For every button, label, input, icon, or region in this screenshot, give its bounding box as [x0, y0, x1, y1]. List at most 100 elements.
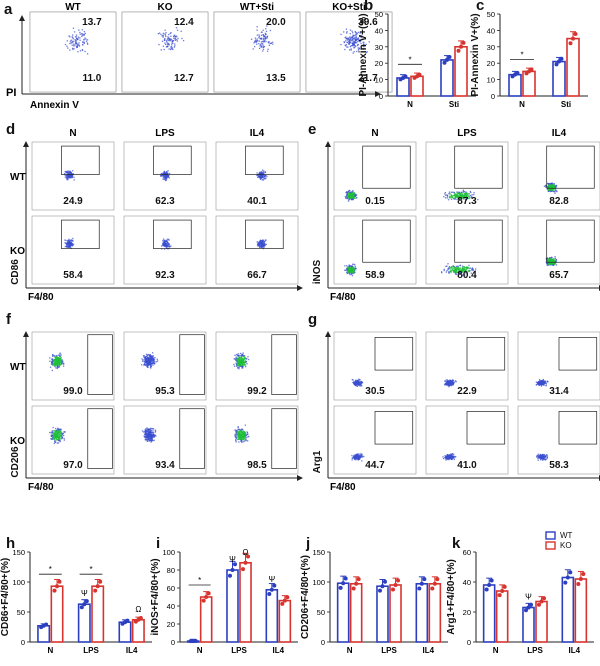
event-dot [154, 430, 157, 432]
event-dot [164, 34, 167, 36]
event-dot [69, 40, 72, 42]
event-dot [551, 186, 553, 189]
event-dot [165, 240, 167, 242]
event-dot [354, 269, 356, 271]
flow-panel-frame [31, 331, 115, 401]
event-dot [146, 361, 148, 363]
event-dot [449, 196, 451, 198]
event-dot [53, 362, 55, 364]
event-dot [163, 243, 166, 245]
event-dot [241, 353, 243, 355]
event-dot [548, 258, 550, 260]
event-dot [471, 268, 473, 270]
event-dot [148, 354, 150, 356]
event-dot [174, 38, 176, 40]
flow-panel [215, 405, 299, 475]
flow-panel-frame [31, 215, 115, 285]
event-dot [458, 267, 460, 269]
event-dot [64, 170, 66, 173]
event-dot [259, 43, 262, 46]
event-dot [260, 172, 262, 174]
event-dot [360, 34, 362, 37]
event-dot [264, 171, 266, 174]
event-dot [346, 46, 348, 48]
event-dot [66, 176, 68, 178]
event-dot [468, 269, 471, 271]
event-dot [146, 436, 148, 438]
event-dot [170, 47, 172, 50]
event-dot [163, 172, 166, 174]
event-dot [454, 267, 457, 269]
event-dot [72, 173, 74, 175]
event-dot [355, 39, 357, 41]
event-dot [349, 41, 351, 43]
event-dot [241, 363, 243, 366]
event-dot [236, 364, 238, 367]
event-dot [447, 199, 450, 201]
flow-panel-frame [123, 331, 207, 401]
event-dot [549, 259, 551, 261]
event-dot [349, 189, 351, 192]
event-dot [75, 45, 78, 48]
event-dot [53, 363, 56, 366]
event-dot [68, 175, 71, 178]
event-dot [464, 267, 466, 269]
event-dot [60, 428, 62, 431]
event-dot [53, 442, 56, 445]
event-dot [74, 36, 77, 38]
event-dot [356, 380, 359, 382]
event-dot [162, 243, 164, 245]
event-dot [160, 33, 162, 36]
event-dot [260, 241, 263, 243]
event-dot [66, 178, 68, 181]
event-dot [168, 243, 171, 245]
event-dot [255, 41, 257, 43]
event-dot [69, 243, 71, 245]
event-dot [356, 381, 358, 383]
event-dot [444, 193, 446, 195]
event-dot [149, 361, 151, 363]
event-dot [473, 193, 475, 196]
event-dot [71, 44, 73, 46]
event-dot [55, 429, 58, 431]
event-dot [354, 384, 357, 387]
event-dot [454, 271, 456, 273]
event-dot [466, 195, 468, 197]
event-dot [258, 47, 261, 50]
event-dot [57, 434, 59, 437]
event-dot [147, 438, 149, 440]
event-dot [464, 195, 466, 198]
event-dot [52, 433, 54, 435]
event-dot [164, 171, 166, 174]
event-dot [166, 41, 168, 43]
event-dot [350, 196, 352, 198]
event-dot [76, 45, 79, 47]
event-dot [352, 34, 354, 36]
flow-panel-frame [121, 11, 209, 93]
event-dot [168, 39, 170, 42]
event-dot [244, 436, 246, 438]
event-dot [459, 195, 461, 197]
event-dot [547, 187, 549, 189]
event-dot [469, 270, 471, 272]
event-dot [243, 434, 245, 436]
event-dot [235, 433, 238, 436]
event-dot [269, 42, 271, 45]
event-dot [358, 35, 361, 38]
event-dot [262, 29, 264, 31]
event-dot [360, 36, 362, 39]
upper-quadrant-value: 12.4 [174, 17, 194, 28]
event-dot [360, 35, 362, 38]
event-dot [84, 50, 86, 53]
event-dot [264, 178, 266, 180]
event-dot [554, 256, 556, 258]
event-dot [356, 38, 359, 41]
event-dot [345, 191, 347, 194]
event-dot [551, 258, 553, 260]
event-dot [461, 269, 463, 271]
event-dot [55, 431, 57, 433]
event-dot [68, 245, 71, 247]
event-dot [63, 431, 65, 433]
event-dot [352, 273, 354, 275]
event-dot [142, 355, 145, 357]
